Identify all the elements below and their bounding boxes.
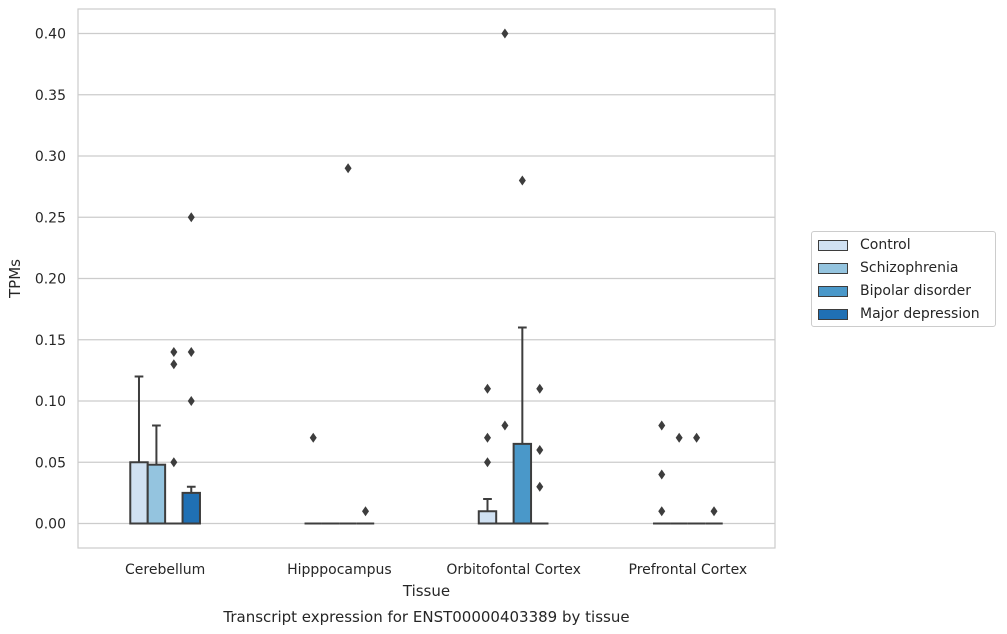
- outlier-point: [675, 432, 683, 443]
- y-tick-label: 0.05: [35, 455, 66, 471]
- outlier-point: [187, 212, 195, 223]
- outlier-point: [658, 420, 666, 431]
- x-axis-label: Tissue: [402, 582, 450, 600]
- legend-item: Major depression: [818, 304, 980, 324]
- outlier-point: [536, 383, 544, 394]
- outlier-point: [483, 432, 491, 443]
- box: [181, 491, 201, 525]
- outlier-point: [309, 432, 317, 443]
- outlier-point: [170, 457, 178, 468]
- outlier-point: [501, 420, 509, 431]
- outlier-point: [518, 175, 526, 186]
- legend-item: Bipolar disorder: [818, 281, 971, 301]
- legend-label: Control: [860, 237, 911, 253]
- legend: Control Schizophrenia Bipolar disorder Majo…: [811, 231, 996, 327]
- outlier-point: [483, 457, 491, 468]
- legend-swatch: [818, 239, 848, 251]
- y-tick-label: 0.30: [35, 149, 66, 165]
- box: [477, 510, 498, 525]
- outlier-point: [710, 506, 718, 517]
- outliers: [170, 28, 718, 517]
- x-tick-labels: Cerebellum Hipppocampus Orbitofontal Corte…: [125, 562, 747, 578]
- x-tick-label: Hipppocampus: [287, 562, 392, 578]
- legend-item: Schizophrenia: [818, 258, 958, 278]
- legend-item: Control: [818, 235, 911, 255]
- outlier-point: [501, 28, 509, 39]
- box: [129, 461, 149, 525]
- outlier-point: [170, 347, 178, 357]
- legend-label: Major depression: [860, 306, 980, 322]
- y-tick-label: 0.25: [35, 210, 66, 226]
- outlier-point: [658, 469, 666, 480]
- plot-frame: [77, 8, 776, 549]
- y-tick-label: 0.10: [35, 394, 66, 410]
- outlier-point: [362, 506, 370, 517]
- outlier-point: [483, 383, 491, 394]
- x-tick-label: Prefrontal Cortex: [629, 562, 748, 578]
- y-tick-label: 0.15: [35, 333, 66, 349]
- outlier-point: [536, 445, 544, 455]
- y-tick-label: 0.35: [35, 88, 66, 104]
- outlier-point: [344, 163, 352, 174]
- box: [512, 442, 533, 525]
- legend-label: Bipolar disorder: [860, 283, 972, 299]
- legend-swatch: [818, 285, 848, 297]
- gridlines: [78, 32, 775, 525]
- x-tick-label: Orbitofontal Cortex: [446, 562, 581, 578]
- outlier-point: [170, 359, 178, 370]
- box: [146, 463, 167, 525]
- legend-swatch: [818, 262, 848, 274]
- outlier-point: [693, 432, 701, 443]
- outlier-point: [187, 396, 195, 406]
- chart-caption: Transcript expression for ENST0000040338…: [222, 608, 629, 626]
- outlier-point: [536, 481, 544, 492]
- x-tick-label: Cerebellum: [125, 562, 205, 578]
- outlier-point: [658, 506, 666, 517]
- y-tick-label: 0.40: [35, 27, 66, 43]
- y-tick-labels: 0.00 0.05 0.10 0.15 0.20 0.25 0.30 0.35 0.40: [35, 27, 66, 533]
- legend-label: Schizophrenia: [860, 260, 959, 276]
- legend-swatch: [818, 308, 848, 320]
- outlier-point: [187, 347, 195, 357]
- y-tick-label: 0.20: [35, 272, 66, 288]
- boxes: [129, 326, 723, 525]
- y-tick-label: 0.00: [35, 517, 66, 533]
- y-axis-label: TPMs: [6, 259, 24, 299]
